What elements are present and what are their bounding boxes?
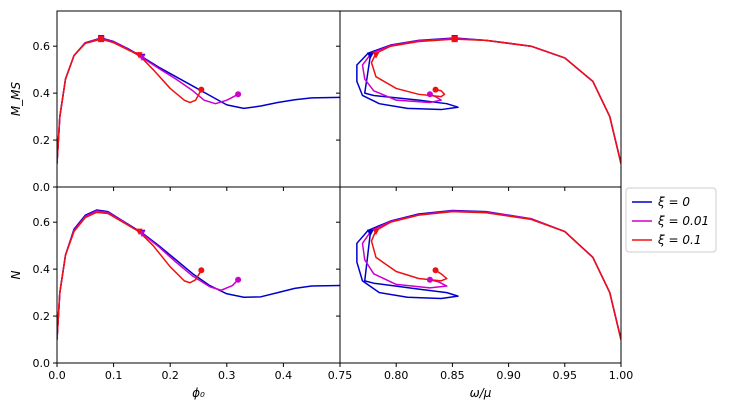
x-tick-label: 1.00 (609, 369, 634, 382)
y-tick-label: 0.0 (33, 357, 51, 370)
y-tick-label: 0.2 (33, 310, 51, 323)
marker-triangle (372, 228, 380, 236)
series-group (356, 209, 621, 340)
x-tick-label: 0.80 (384, 369, 409, 382)
marker-circle (235, 91, 242, 98)
y-axis-label: N (9, 270, 23, 279)
series-line-1 (361, 210, 621, 340)
panel-bottom-right: 0.75 0.80 0.85 0.90 0.95 1.00 ω/μ (328, 186, 634, 400)
legend-label: ξ = 0 (657, 195, 690, 209)
marker-square (98, 36, 105, 43)
series-group (57, 209, 340, 340)
marker-circle (198, 86, 205, 93)
marker-square (451, 36, 458, 43)
marker-circle (198, 267, 205, 274)
marker-circle (426, 276, 433, 283)
marker-circle (426, 91, 433, 98)
y-tick-label: 0.4 (33, 87, 51, 100)
series-group (57, 34, 340, 164)
panel-top-left: 0.0 0.2 0.4 0.6 M_MS (9, 10, 341, 194)
x-tick-label: 0.85 (440, 369, 465, 382)
x-tick-label: 0.90 (496, 369, 521, 382)
series-line-2 (370, 38, 621, 164)
marker-triangle (135, 228, 143, 236)
legend-label: ξ = 0.01 (657, 214, 709, 228)
y-tick-label: 0.0 (33, 181, 51, 194)
x-tick-label: 0.1 (105, 369, 123, 382)
panel-top-right (336, 10, 622, 191)
marker-triangle (366, 229, 374, 237)
legend: ξ = 0 ξ = 0.01 ξ = 0.1 (625, 187, 717, 253)
y-tick-label: 0.6 (33, 40, 51, 53)
series-group (356, 34, 621, 164)
series-line-0 (356, 209, 621, 340)
plot-layer: 0.0 0.2 0.4 0.6 M_MS 0.0 0.1 0.2 0.3 0.4 0.0 0.2 0.4… (9, 10, 634, 400)
series-line-2 (57, 211, 202, 340)
series-line-1 (57, 37, 239, 164)
marker-circle (432, 86, 439, 93)
series-line-0 (57, 37, 340, 164)
x-tick-label: 0.3 (218, 369, 236, 382)
panel-bottom-left: 0.0 0.1 0.2 0.3 0.4 0.0 0.2 0.4 0.6 ϕ₀ N (9, 186, 341, 400)
series-line-2 (57, 38, 202, 164)
marker-triangle (372, 52, 380, 59)
x-axis-label: ϕ₀ (192, 386, 205, 400)
series-line-1 (361, 37, 621, 164)
y-tick-label: 0.4 (33, 263, 51, 276)
x-tick-label: 0.0 (48, 369, 66, 382)
axes-frame (339, 10, 622, 188)
series-line-1 (57, 210, 239, 340)
legend-box (625, 187, 717, 253)
y-axis-label: M_MS (9, 81, 23, 116)
marker-circle (235, 276, 242, 283)
marker-triangle (366, 52, 374, 60)
axes-frame (339, 186, 622, 364)
x-tick-label: 0.95 (553, 369, 578, 382)
y-tick-label: 0.2 (33, 134, 51, 147)
series-line-2 (370, 210, 621, 340)
marker-circle (432, 267, 439, 274)
x-axis-label: ω/μ (470, 386, 492, 400)
legend-label: ξ = 0.1 (657, 233, 701, 247)
x-tick-label: 0.2 (161, 369, 179, 382)
x-tick-label: 0.4 (275, 369, 293, 382)
marker-triangle (135, 52, 143, 59)
y-tick-label: 0.6 (33, 216, 51, 229)
x-tick-label: 0.75 (328, 369, 353, 382)
